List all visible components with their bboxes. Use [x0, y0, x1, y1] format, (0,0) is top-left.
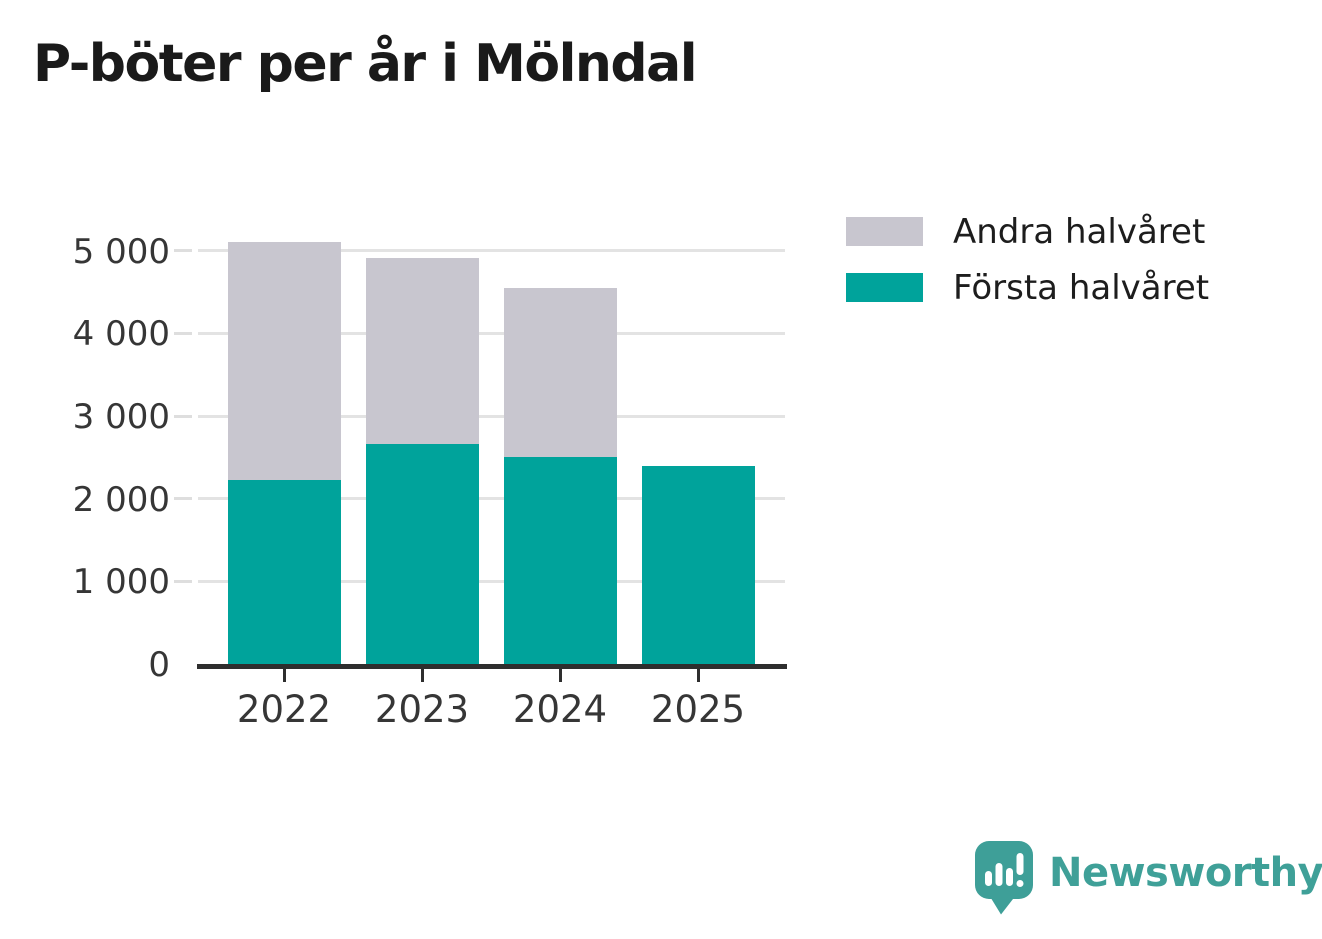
gridline-1000 [198, 579, 785, 583]
gridline-3000 [198, 414, 785, 418]
x-tick-2023 [420, 669, 424, 682]
y-tick-3000 [174, 414, 192, 418]
x-tick-label-2025: 2025 [650, 688, 746, 731]
legend-item: Andra halvåret [846, 211, 1209, 252]
bar-segment-2024-Andra halvåret [503, 287, 617, 457]
x-tick-2022 [282, 669, 286, 682]
y-tick-label-3000: 3 000 [72, 397, 170, 437]
bar-segment-2023-Andra halvåret [365, 258, 479, 445]
legend: Andra halvåret Första halvåret [846, 211, 1210, 308]
bar-segment-2025-Första halvåret [641, 465, 755, 664]
brand-logo: Newsworthy [975, 841, 1322, 916]
y-tick-2000 [174, 497, 192, 501]
x-tick-label-2022: 2022 [236, 688, 332, 731]
x-tick-2025 [696, 669, 700, 682]
y-tick-5000 [174, 249, 192, 253]
gridline-5000 [198, 249, 785, 253]
y-tick-label-5000: 5 000 [72, 231, 170, 272]
bar-segment-2022-Andra halvåret [227, 242, 341, 480]
y-tick-4000 [174, 331, 192, 335]
y-tick-1000 [174, 579, 192, 583]
x-axis-line [197, 664, 787, 669]
bar-segment-2023-Första halvåret [365, 444, 479, 664]
legend-item: Första halvåret [846, 267, 1210, 308]
chart-title: P-böter per år i Mölndal [33, 34, 698, 94]
x-tick-label-2023: 2023 [374, 688, 470, 731]
y-tick-label-4000: 4 000 [72, 314, 170, 355]
x-tick-label-2024: 2024 [512, 688, 608, 731]
gridline-2000 [198, 497, 785, 501]
brand-name: Newsworthy [1049, 850, 1322, 896]
legend-swatch [846, 217, 923, 246]
legend-label: Första halvåret [953, 267, 1210, 308]
gridline-4000 [198, 331, 785, 335]
plot-area [198, 230, 785, 664]
legend-swatch [846, 273, 923, 302]
x-tick-2024 [558, 669, 562, 682]
bar-segment-2024-Första halvåret [503, 456, 617, 664]
newsworthy-logo-icon [975, 841, 1033, 915]
y-tick-label-0: 0 [148, 645, 170, 685]
legend-label: Andra halvåret [953, 211, 1206, 252]
y-tick-label-2000: 2 000 [72, 479, 170, 520]
bar-segment-2022-Första halvåret [227, 479, 341, 664]
y-tick-label-1000: 1 000 [72, 562, 170, 603]
